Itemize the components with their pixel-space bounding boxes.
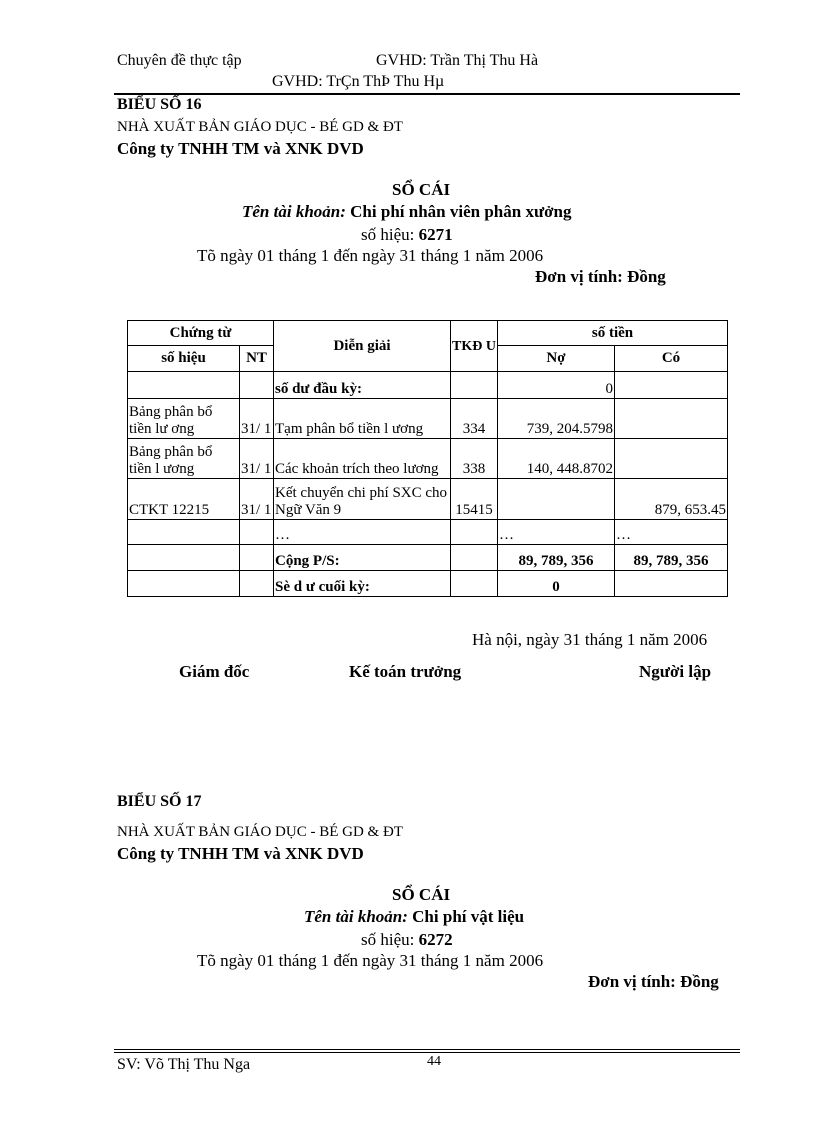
cell-co	[614, 398, 728, 439]
account-code: 6271	[418, 225, 453, 244]
footer-student: SV: Võ Thị Thu Nga	[117, 1056, 251, 1073]
cell-tkdu	[450, 544, 498, 571]
header-advisor: GVHD: Trần Thị Thu Hà	[376, 52, 539, 69]
cell-nt: 31/ 1	[239, 398, 274, 439]
ledger-title: SỔ CÁI	[392, 180, 451, 199]
cell-no	[497, 478, 615, 520]
cell-dien-giai: Các khoản trích theo lương	[273, 438, 451, 479]
cell-nt	[239, 544, 274, 571]
code-label: số hiệu:	[361, 225, 415, 244]
footer-rule	[114, 1049, 740, 1050]
unit: Đơn vị tính: Đồng	[535, 267, 666, 286]
header-advisor-legacy: GVHD: TrÇn ThÞ Thu Hµ	[272, 73, 445, 90]
cell-so-hieu: CTKT 12215	[127, 478, 240, 520]
period: Tõ ngày 01 tháng 1 đến ngày 31 tháng 1 n…	[197, 246, 544, 265]
cell-no: 0	[497, 570, 615, 597]
cell-nt	[239, 519, 274, 545]
date-place: Hà nội, ngày 31 tháng 1 năm 2006	[472, 630, 708, 649]
header-so-hieu: số hiệu	[127, 345, 240, 372]
header-chung-tu: Chứng từ	[127, 320, 274, 346]
header-no: Nợ	[497, 345, 615, 372]
account-code: 6272	[418, 930, 453, 949]
unit: Đơn vị tính: Đồng	[588, 972, 719, 991]
cell-nt: 31/ 1	[239, 478, 274, 520]
header-tkdu: TKĐ U	[450, 320, 498, 372]
publisher: NHÀ XUẤT BẢN GIÁO DỤC - BÉ GD & ĐT	[117, 119, 403, 135]
header-so-tien: số tiền	[497, 320, 728, 346]
cell-dien-giai: …	[273, 519, 451, 545]
table-row: số dư đầu kỳ: 0	[127, 371, 728, 399]
cell-co: 879, 653.45	[614, 478, 728, 520]
header-rule	[114, 93, 740, 95]
cell-so-hieu: Bảng phân bổ tiền lư ơng	[127, 398, 240, 439]
table-row: … ……	[127, 519, 728, 545]
cell-so-hieu	[127, 544, 240, 571]
cell-tkdu	[450, 519, 498, 545]
cell-co	[614, 570, 728, 597]
cell-dien-giai: Sè d ư cuối kỳ:	[273, 570, 451, 597]
cell-nt: 31/ 1	[239, 438, 274, 479]
table-row: Bảng phân bổ tiền l ương 31/ 1 Các khoản …	[127, 438, 728, 479]
account-name: Chi phí nhân viên phân xưởng	[350, 202, 572, 221]
table-row-closing: Sè d ư cuối kỳ: 0	[127, 570, 728, 597]
cell-no: 739, 204.5798	[497, 398, 615, 439]
bieu-16-label: BIỂU SỐ 16	[117, 96, 202, 113]
cell-tkdu: 338	[450, 438, 498, 479]
header-dien-giai: Diễn giải	[273, 320, 451, 372]
cell-tkdu: 15415	[450, 478, 498, 520]
page-number: 44	[427, 1054, 441, 1069]
cell-no: 140, 448.8702	[497, 438, 615, 479]
cell-dien-giai: số dư đầu kỳ:	[273, 371, 451, 399]
header-co: Có	[614, 345, 728, 372]
cell-tkdu	[450, 570, 498, 597]
header-nt: NT	[239, 345, 274, 372]
signer-chief-accountant: Kế toán trưởng	[349, 662, 462, 681]
company: Công ty TNHH TM và XNK DVD	[117, 844, 364, 863]
cell-co	[614, 438, 728, 479]
cell-dien-giai: Cộng P/S:	[273, 544, 451, 571]
cell-no: 89, 789, 356	[497, 544, 615, 571]
cell-no: …	[497, 519, 615, 545]
table-row-total: Cộng P/S: 89, 789, 356 89, 789, 356	[127, 544, 728, 571]
cell-co: 89, 789, 356	[614, 544, 728, 571]
cell-tkdu: 334	[450, 398, 498, 439]
cell-co	[614, 371, 728, 399]
company: Công ty TNHH TM và XNK DVD	[117, 139, 364, 158]
cell-so-hieu	[127, 371, 240, 399]
cell-so-hieu	[127, 519, 240, 545]
signer-director: Giám đốc	[179, 662, 250, 681]
header-topic: Chuyên đề thực tập	[117, 52, 242, 69]
cell-dien-giai: Kết chuyển chi phí SXC cho Ngữ Văn 9	[273, 478, 451, 520]
account-label: Tên tài khoản:	[304, 907, 408, 926]
table-row: CTKT 12215 31/ 1 Kết chuyển chi phí SXC c…	[127, 478, 728, 520]
cell-no: 0	[497, 371, 615, 399]
cell-nt	[239, 371, 274, 399]
ledger-table: Chứng từ Diễn giải TKĐ U số tiền số hiệu…	[127, 320, 728, 597]
footer-rule-2	[114, 1052, 740, 1053]
cell-tkdu	[450, 371, 498, 399]
table-row: Bảng phân bổ tiền lư ơng 31/ 1 Tạm phân b…	[127, 398, 728, 439]
publisher: NHÀ XUẤT BẢN GIÁO DỤC - BÉ GD & ĐT	[117, 824, 403, 840]
ledger-title: SỔ CÁI	[392, 885, 451, 904]
cell-dien-giai: Tạm phân bổ tiền l ương	[273, 398, 451, 439]
cell-nt	[239, 570, 274, 597]
cell-co: …	[614, 519, 728, 545]
account-name: Chi phí vật liệu	[412, 907, 525, 926]
cell-so-hieu: Bảng phân bổ tiền l ương	[127, 438, 240, 479]
period: Tõ ngày 01 tháng 1 đến ngày 31 tháng 1 n…	[197, 951, 544, 970]
signer-preparer: Người lập	[639, 662, 712, 681]
bieu-17-label: BIỂU SỐ 17	[117, 793, 202, 810]
code-label: số hiệu:	[361, 930, 415, 949]
account-label: Tên tài khoản:	[242, 202, 346, 221]
cell-so-hieu	[127, 570, 240, 597]
